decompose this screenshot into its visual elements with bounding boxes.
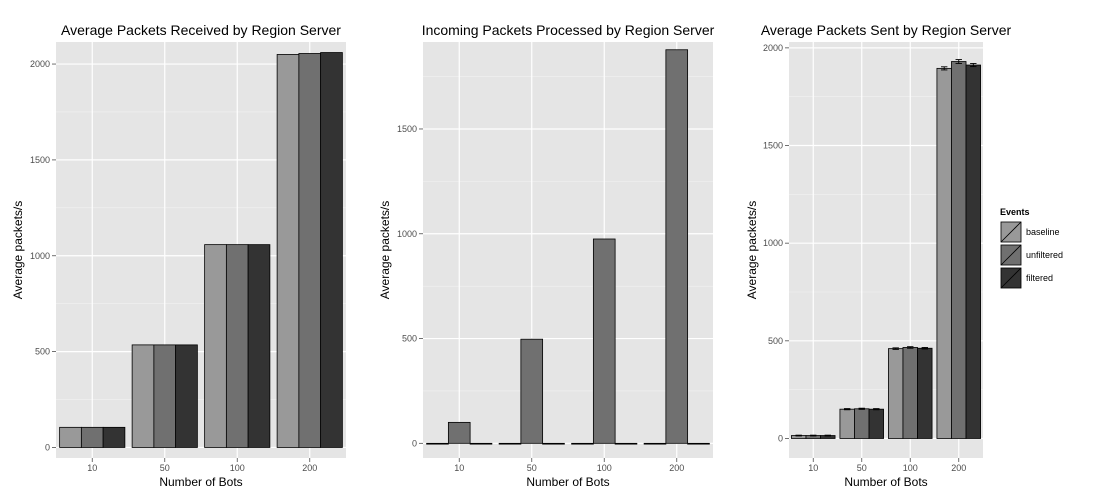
y-tick-label: 0 (45, 442, 50, 452)
bar-unfiltered-100 (902, 347, 918, 439)
x-tick-label: 100 (903, 463, 918, 473)
y-tick-label: 0 (412, 438, 417, 448)
bar-unfiltered-50 (854, 408, 870, 439)
y-tick-label: 500 (768, 336, 783, 346)
bar-unfiltered-100 (225, 244, 249, 448)
panel-background (423, 42, 713, 458)
y-tick-label: 1000 (397, 229, 417, 239)
legend-title: Events (1000, 207, 1030, 217)
bar-unfiltered-10 (447, 421, 471, 444)
x-tick-label: 200 (669, 463, 684, 473)
x-tick-label: 50 (857, 463, 867, 473)
x-tick-label: 10 (808, 463, 818, 473)
legend-slash (1000, 267, 1022, 289)
bar-baseline-200 (936, 67, 952, 439)
bar-filtered-100 (614, 442, 638, 445)
chart-title: Incoming Packets Processed by Region Ser… (422, 22, 715, 38)
bar-filtered-200 (965, 64, 981, 439)
bar-filtered-50 (175, 344, 198, 448)
y-axis-title: Average packets/s (11, 201, 25, 300)
y-tick-label: 2000 (30, 59, 50, 69)
bar-unfiltered-200 (665, 49, 689, 444)
bar-unfiltered-100 (592, 238, 616, 444)
bar-baseline-50 (131, 344, 155, 448)
y-tick-label: 0 (778, 433, 783, 443)
x-tick-label: 50 (160, 463, 170, 473)
y-tick-label: 1000 (30, 251, 50, 261)
y-tick-label: 500 (35, 347, 50, 357)
x-tick-label: 200 (951, 463, 966, 473)
bar-filtered-50 (868, 408, 884, 439)
legend-label-filtered: filtered (1026, 273, 1053, 283)
bar-filtered-100 (917, 347, 933, 439)
y-axis-title: Average packets/s (378, 201, 392, 300)
bar-filtered-10 (102, 426, 126, 448)
chart-title: Average Packets Received by Region Serve… (61, 22, 341, 38)
bar-unfiltered-50 (153, 344, 177, 448)
bar-filtered-50 (542, 442, 565, 445)
bar-unfiltered-10 (80, 426, 104, 448)
bar-baseline-50 (498, 442, 522, 445)
legend-label-baseline: baseline (1026, 227, 1060, 237)
y-tick-label: 1000 (763, 238, 783, 248)
bar-filtered-200 (320, 52, 343, 448)
legend-label-unfiltered: unfiltered (1026, 250, 1063, 260)
chart-title: Average Packets Sent by Region Server (761, 22, 1012, 38)
x-axis-title: Number of Bots (526, 475, 609, 489)
y-tick-label: 1500 (30, 155, 50, 165)
bar-filtered-10 (469, 442, 493, 445)
legend-key-baseline (999, 220, 1023, 244)
x-tick-label: 50 (527, 463, 537, 473)
x-tick-label: 200 (302, 463, 317, 473)
legend-key-unfiltered (999, 243, 1023, 267)
bar-baseline-50 (839, 408, 855, 439)
x-tick-label: 10 (87, 463, 97, 473)
bar-unfiltered-200 (298, 53, 322, 448)
y-tick-label: 2000 (763, 43, 783, 53)
chart-panel-2: 0 500 1000 1500 10 50 100 200 Incoming Packets P… (378, 22, 715, 489)
bar-baseline-10 (59, 426, 82, 448)
x-tick-label: 100 (597, 463, 612, 473)
bar-baseline-10 (426, 442, 449, 445)
y-tick-label: 1500 (763, 141, 783, 151)
legend-key-filtered (999, 266, 1023, 290)
bar-baseline-200 (643, 442, 667, 445)
bar-unfiltered-50 (520, 338, 544, 444)
legend: Events baseline unfiltered filtered (999, 207, 1063, 290)
bar-baseline-100 (204, 244, 227, 448)
y-axis-title: Average packets/s (745, 201, 759, 300)
y-tick-label: 1500 (397, 124, 417, 134)
legend-slash (1000, 244, 1022, 266)
legend-slash (1000, 221, 1022, 243)
bar-unfiltered-200 (951, 61, 967, 439)
x-tick-label: 100 (230, 463, 245, 473)
x-tick-label: 10 (454, 463, 464, 473)
x-axis-title: Number of Bots (159, 475, 242, 489)
bar-filtered-100 (247, 244, 271, 448)
bar-baseline-200 (276, 54, 300, 448)
x-axis-title: Number of Bots (844, 475, 927, 489)
bar-baseline-100 (571, 442, 594, 445)
y-tick-label: 500 (402, 334, 417, 344)
bar-baseline-100 (888, 348, 904, 439)
bar-filtered-200 (687, 442, 710, 445)
